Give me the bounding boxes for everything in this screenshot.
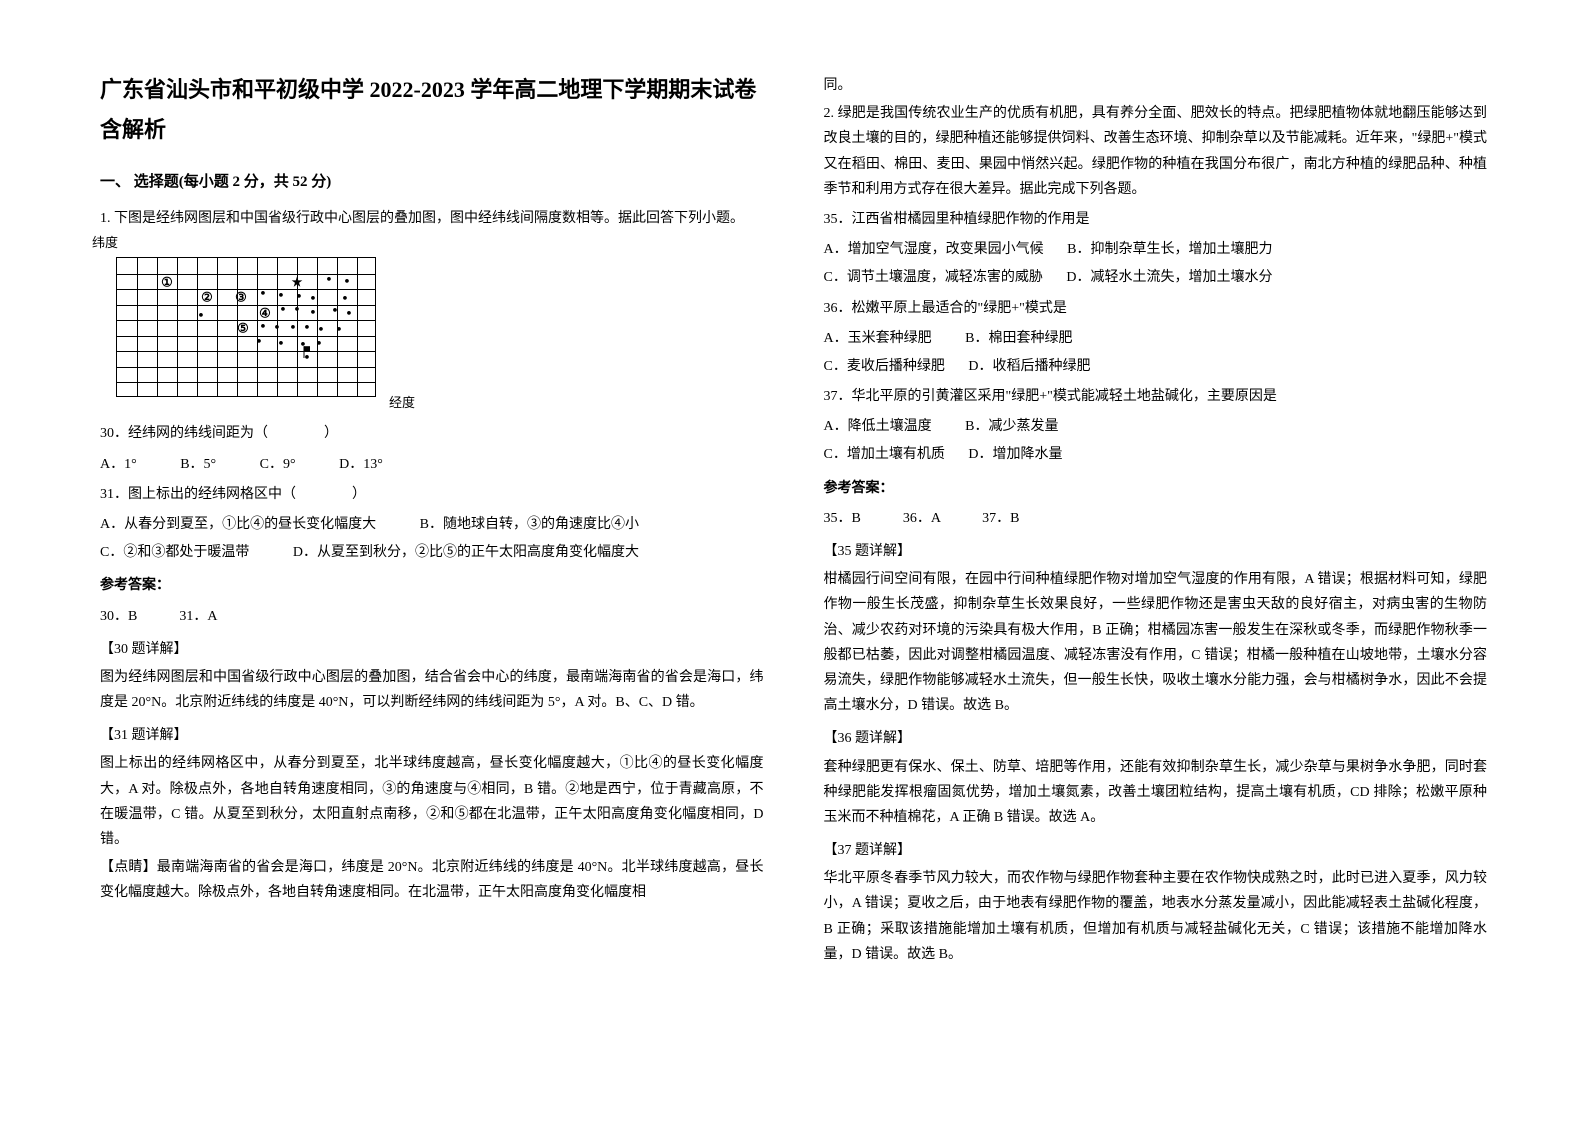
exp36-text: 套种绿肥更有保水、保土、防草、培肥等作用，还能有效抑制杂草生长，减少杂草与果树争… xyxy=(824,755,1488,831)
ans-35-37: 35．B 36．A 37．B xyxy=(824,506,1488,531)
col2-continue: 同。 xyxy=(824,73,1488,98)
tip-text: 【点睛】最南端海南省的省会是海口，纬度是 20°N。北京附近纬线的纬度是 40°… xyxy=(100,855,764,905)
q36-row2: C．麦收后播种绿肥 D．收稻后播种绿肥 xyxy=(824,354,1488,379)
exp30-header: 【30 题详解】 xyxy=(100,637,764,662)
q2-intro: 2. 绿肥是我国传统农业生产的优质有机肥，具有养分全面、肥效长的特点。把绿肥植物… xyxy=(824,101,1488,202)
q30-opt-a: A．1° xyxy=(100,452,137,477)
q31-text: 31．图上标出的经纬网格区中（ ） xyxy=(100,482,764,507)
q35-opt-b: B．抑制杂草生长，增加土壤肥力 xyxy=(1067,242,1272,257)
q37-opt-c: C．增加土壤有机质 xyxy=(824,442,945,467)
section-1-header: 一、 选择题(每小题 2 分，共 52 分) xyxy=(100,169,764,196)
latitude-longitude-chart: 纬度 ①②③④⑤★•••••••••••••••••••••••• 经度 xyxy=(100,241,380,411)
q31-opt-b: B．随地球自转，③的角速度比④小 xyxy=(420,517,639,532)
exp35-header: 【35 题详解】 xyxy=(824,539,1488,564)
q35-opt-d: D．减轻水土流失，增加土壤水分 xyxy=(1066,270,1272,285)
chart-container: 纬度 ①②③④⑤★•••••••••••••••••••••••• 经度 xyxy=(100,241,764,411)
q30-text: 30．经纬网的纬线间距为（ ） xyxy=(100,421,764,446)
q35-opt-a: A．增加空气湿度，改变果园小气候 xyxy=(824,237,1044,262)
q36-opt-a: A．玉米套种绿肥 xyxy=(824,326,932,351)
q1-intro: 1. 下图是经纬网图层和中国省级行政中心图层的叠加图，图中经纬线间隔度数相等。据… xyxy=(100,206,764,231)
chart-grid: ①②③④⑤★•••••••••••••••••••••••• xyxy=(116,257,376,397)
q37-opt-d: D．增加降水量 xyxy=(968,447,1062,462)
exp31-text: 图上标出的经纬网格区中，从春分到夏至，北半球纬度越高，昼长变化幅度越大，①比④的… xyxy=(100,751,764,852)
q30-options: A．1° B．5° C．9° D．13° xyxy=(100,452,764,477)
right-column: 同。 2. 绿肥是我国传统农业生产的优质有机肥，具有养分全面、肥效长的特点。把绿… xyxy=(824,70,1488,1052)
exp37-header: 【37 题详解】 xyxy=(824,838,1488,863)
q35-row2: C．调节土壤温度，减轻冻害的威胁 D．减轻水土流失，增加土壤水分 xyxy=(824,265,1488,290)
answer-label-1: 参考答案： xyxy=(100,573,764,598)
q37-text: 37．华北平原的引黄灌区采用"绿肥+"模式能减轻土地盐碱化，主要原因是 xyxy=(824,384,1488,409)
title-prefix: 广东省汕头市和平初级中学 xyxy=(100,77,370,102)
q36-opt-d: D．收稻后播种绿肥 xyxy=(968,359,1090,374)
exp36-header: 【36 题详解】 xyxy=(824,726,1488,751)
answer-label-2: 参考答案： xyxy=(824,476,1488,501)
q37-opt-a: A．降低土壤温度 xyxy=(824,414,932,439)
q37-opt-b: B．减少蒸发量 xyxy=(965,419,1058,434)
q36-row1: A．玉米套种绿肥 B．棉田套种绿肥 xyxy=(824,326,1488,351)
x-axis-label: 经度 xyxy=(389,391,415,414)
q37-row1: A．降低土壤温度 B．减少蒸发量 xyxy=(824,414,1488,439)
q31-opt-c: C．②和③都处于暖温带 xyxy=(100,540,249,565)
title-year: 2022-2023 xyxy=(370,77,465,102)
q35-opt-c: C．调节土壤温度，减轻冻害的威胁 xyxy=(824,265,1043,290)
q31-opt-d: D．从夏至到秋分，②比⑤的正午太阳高度角变化幅度大 xyxy=(293,545,639,560)
y-axis-label: 纬度 xyxy=(92,236,118,250)
q31-options-row1: A．从春分到夏至，①比④的昼长变化幅度大 B．随地球自转，③的角速度比④小 xyxy=(100,512,764,537)
q36-opt-c: C．麦收后播种绿肥 xyxy=(824,354,945,379)
q36-text: 36．松嫩平原上最适合的"绿肥+"模式是 xyxy=(824,296,1488,321)
q31-opt-a: A．从春分到夏至，①比④的昼长变化幅度大 xyxy=(100,512,376,537)
q35-row1: A．增加空气湿度，改变果园小气候 B．抑制杂草生长，增加土壤肥力 xyxy=(824,237,1488,262)
q35-text: 35．江西省柑橘园里种植绿肥作物的作用是 xyxy=(824,207,1488,232)
exp31-header: 【31 题详解】 xyxy=(100,723,764,748)
q31-options-row2: C．②和③都处于暖温带 D．从夏至到秋分，②比⑤的正午太阳高度角变化幅度大 xyxy=(100,540,764,565)
exp30-text: 图为经纬网图层和中国省级行政中心图层的叠加图，结合省会中心的纬度，最南端海南省的… xyxy=(100,665,764,715)
q30-opt-b: B．5° xyxy=(180,452,216,477)
exp35-text: 柑橘园行间空间有限，在园中行间种植绿肥作物对增加空气湿度的作用有限，A 错误；根… xyxy=(824,567,1488,718)
q37-row2: C．增加土壤有机质 D．增加降水量 xyxy=(824,442,1488,467)
exp37-text: 华北平原冬春季节风力较大，而农作物与绿肥作物套种主要在农作物快成熟之时，此时已进… xyxy=(824,866,1488,967)
q30-opt-c: C．9° xyxy=(260,452,296,477)
left-column: 广东省汕头市和平初级中学 2022-2023 学年高二地理下学期期末试卷含解析 … xyxy=(100,70,764,1052)
q36-opt-b: B．棉田套种绿肥 xyxy=(965,331,1072,346)
document-title: 广东省汕头市和平初级中学 2022-2023 学年高二地理下学期期末试卷含解析 xyxy=(100,70,764,149)
ans-30-31: 30．B 31．A xyxy=(100,604,764,629)
q30-opt-d: D．13° xyxy=(339,452,383,477)
